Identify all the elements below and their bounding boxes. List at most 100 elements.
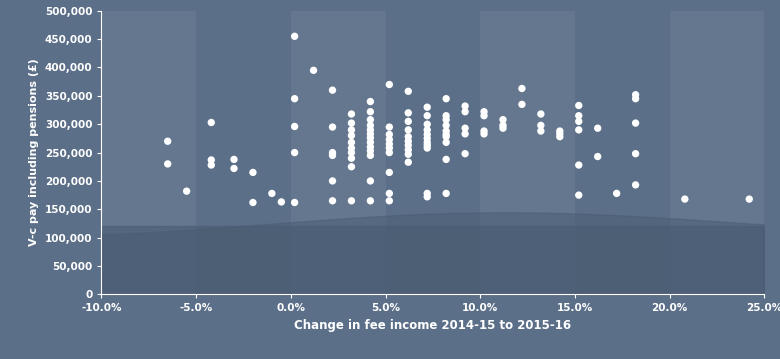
Point	[440, 131, 452, 137]
Point	[383, 131, 395, 137]
Point	[383, 81, 395, 87]
Bar	[291, 11, 385, 294]
Bar	[670, 11, 764, 294]
Point	[326, 178, 339, 184]
Point	[534, 111, 547, 117]
Point	[346, 127, 358, 133]
Point	[346, 133, 358, 139]
Point	[573, 113, 585, 118]
Point	[205, 162, 218, 168]
Point	[421, 191, 434, 196]
Point	[497, 122, 509, 128]
Point	[289, 33, 301, 39]
Point	[228, 157, 240, 162]
Point	[459, 151, 471, 157]
Point	[554, 128, 566, 134]
Y-axis label: V-c pay including pensions (£): V-c pay including pensions (£)	[29, 59, 39, 246]
Point	[440, 191, 452, 196]
Point	[364, 131, 377, 137]
Point	[421, 121, 434, 127]
Point	[402, 147, 414, 153]
Point	[440, 128, 452, 134]
Point	[421, 194, 434, 200]
Point	[275, 199, 288, 205]
Point	[497, 125, 509, 131]
Point	[326, 153, 339, 158]
Point	[629, 120, 642, 126]
Point	[364, 99, 377, 104]
Point	[364, 178, 377, 184]
Point	[421, 136, 434, 141]
Point	[573, 192, 585, 198]
Point	[611, 191, 623, 196]
Point	[180, 188, 193, 194]
Point	[383, 169, 395, 175]
Point	[346, 140, 358, 145]
Point	[440, 96, 452, 102]
X-axis label: Change in fee income 2014-15 to 2015-16: Change in fee income 2014-15 to 2015-16	[294, 319, 572, 332]
Point	[440, 122, 452, 128]
Point	[326, 87, 339, 93]
Point	[440, 113, 452, 118]
Point	[364, 127, 377, 133]
Point	[573, 103, 585, 108]
Point	[383, 141, 395, 147]
Point	[459, 125, 471, 131]
Point	[346, 198, 358, 204]
Point	[364, 109, 377, 115]
Point	[402, 118, 414, 124]
Bar	[480, 11, 575, 294]
Point	[497, 117, 509, 122]
Point	[516, 85, 528, 91]
Point	[421, 113, 434, 118]
Point	[402, 138, 414, 144]
Point	[289, 150, 301, 155]
Point	[440, 140, 452, 145]
Point	[364, 122, 377, 128]
Point	[307, 67, 320, 73]
Point	[383, 124, 395, 130]
Point	[364, 198, 377, 204]
Point	[591, 154, 604, 159]
Point	[326, 124, 339, 130]
Point	[629, 182, 642, 188]
Point	[364, 153, 377, 158]
Point	[205, 157, 218, 163]
Point	[289, 96, 301, 102]
Point	[326, 198, 339, 204]
Point	[421, 145, 434, 151]
Point	[421, 140, 434, 145]
Point	[205, 120, 218, 125]
Point	[573, 162, 585, 168]
Point	[478, 113, 491, 118]
Point	[629, 96, 642, 102]
Point	[383, 137, 395, 143]
Point	[326, 150, 339, 155]
Point	[383, 145, 395, 151]
Point	[228, 165, 240, 171]
Point	[364, 140, 377, 145]
Point	[440, 134, 452, 140]
Point	[534, 122, 547, 128]
Point	[346, 145, 358, 151]
Point	[478, 128, 491, 134]
Point	[421, 127, 434, 133]
Point	[402, 88, 414, 94]
Point	[364, 117, 377, 122]
Point	[478, 131, 491, 137]
Point	[478, 109, 491, 115]
Point	[364, 144, 377, 150]
Point	[346, 111, 358, 117]
Point	[459, 109, 471, 115]
Point	[421, 104, 434, 110]
Point	[346, 164, 358, 170]
Point	[554, 131, 566, 137]
Point	[516, 102, 528, 107]
Point	[161, 161, 174, 167]
Point	[743, 196, 756, 202]
Point	[346, 155, 358, 161]
Point	[346, 150, 358, 155]
Point	[534, 128, 547, 134]
Point	[421, 131, 434, 137]
Point	[554, 134, 566, 140]
